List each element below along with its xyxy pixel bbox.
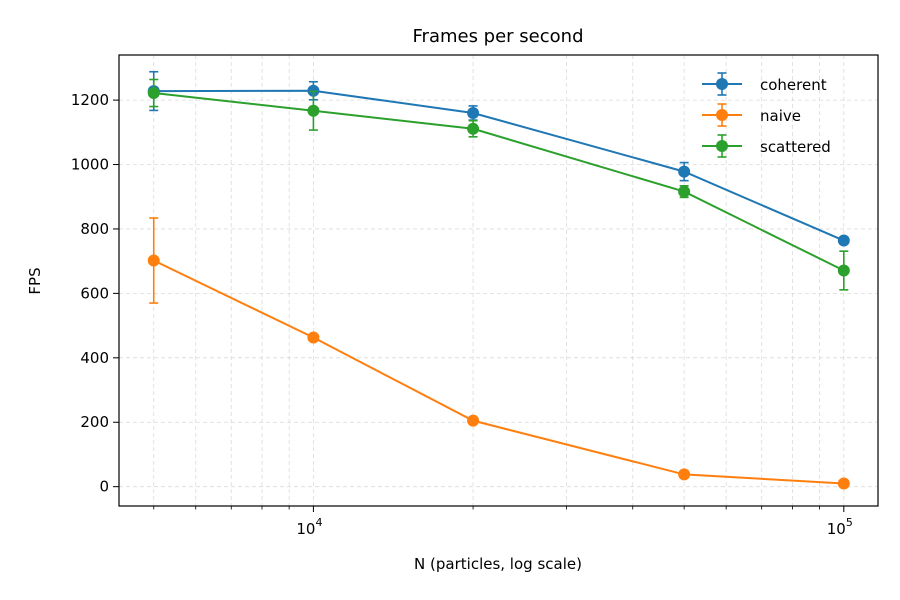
x-axis-label: N (particles, log scale)	[414, 555, 582, 573]
data-point	[678, 165, 691, 178]
legend-item-coherent: coherent	[702, 72, 827, 96]
ticks: 0 200 400 600 800 1000 1200 104 105	[71, 91, 853, 538]
data-point	[147, 87, 160, 100]
data-point	[678, 185, 691, 198]
data-point	[678, 468, 691, 481]
y-tick-label: 0	[99, 478, 109, 496]
y-axis-label: FPS	[26, 267, 44, 294]
x-tick-label: 105	[827, 516, 853, 538]
legend-item-naive: naive	[702, 103, 801, 127]
legend: coherent naive scattered	[702, 72, 831, 158]
legend-label: scattered	[760, 138, 831, 156]
x-tick-label: 104	[296, 516, 322, 538]
chart-title: Frames per second	[413, 26, 584, 47]
data-point	[467, 106, 480, 119]
plot-frame	[118, 54, 879, 507]
data-point	[837, 234, 850, 247]
legend-marker	[716, 140, 728, 152]
legend-label: naive	[760, 107, 801, 125]
y-tick-label: 1200	[71, 91, 109, 109]
y-tick-label: 1000	[71, 156, 109, 174]
y-tick-label: 600	[80, 284, 109, 302]
data-point	[307, 104, 320, 117]
y-tick-label: 800	[80, 220, 109, 238]
series-layer	[147, 70, 850, 490]
data-point	[147, 254, 160, 267]
series-scattered	[147, 78, 850, 291]
y-tick-label: 400	[80, 349, 109, 367]
data-point	[837, 477, 850, 490]
data-point	[467, 414, 480, 427]
data-point	[307, 331, 320, 344]
grid	[119, 55, 878, 506]
data-point	[467, 122, 480, 135]
legend-label: coherent	[760, 76, 827, 94]
legend-marker	[716, 109, 728, 121]
legend-item-scattered: scattered	[702, 134, 831, 158]
data-point	[837, 264, 850, 277]
series-coherent	[147, 70, 850, 247]
series-naive	[147, 217, 850, 490]
y-tick-label: 200	[80, 413, 109, 431]
legend-marker	[716, 78, 728, 90]
